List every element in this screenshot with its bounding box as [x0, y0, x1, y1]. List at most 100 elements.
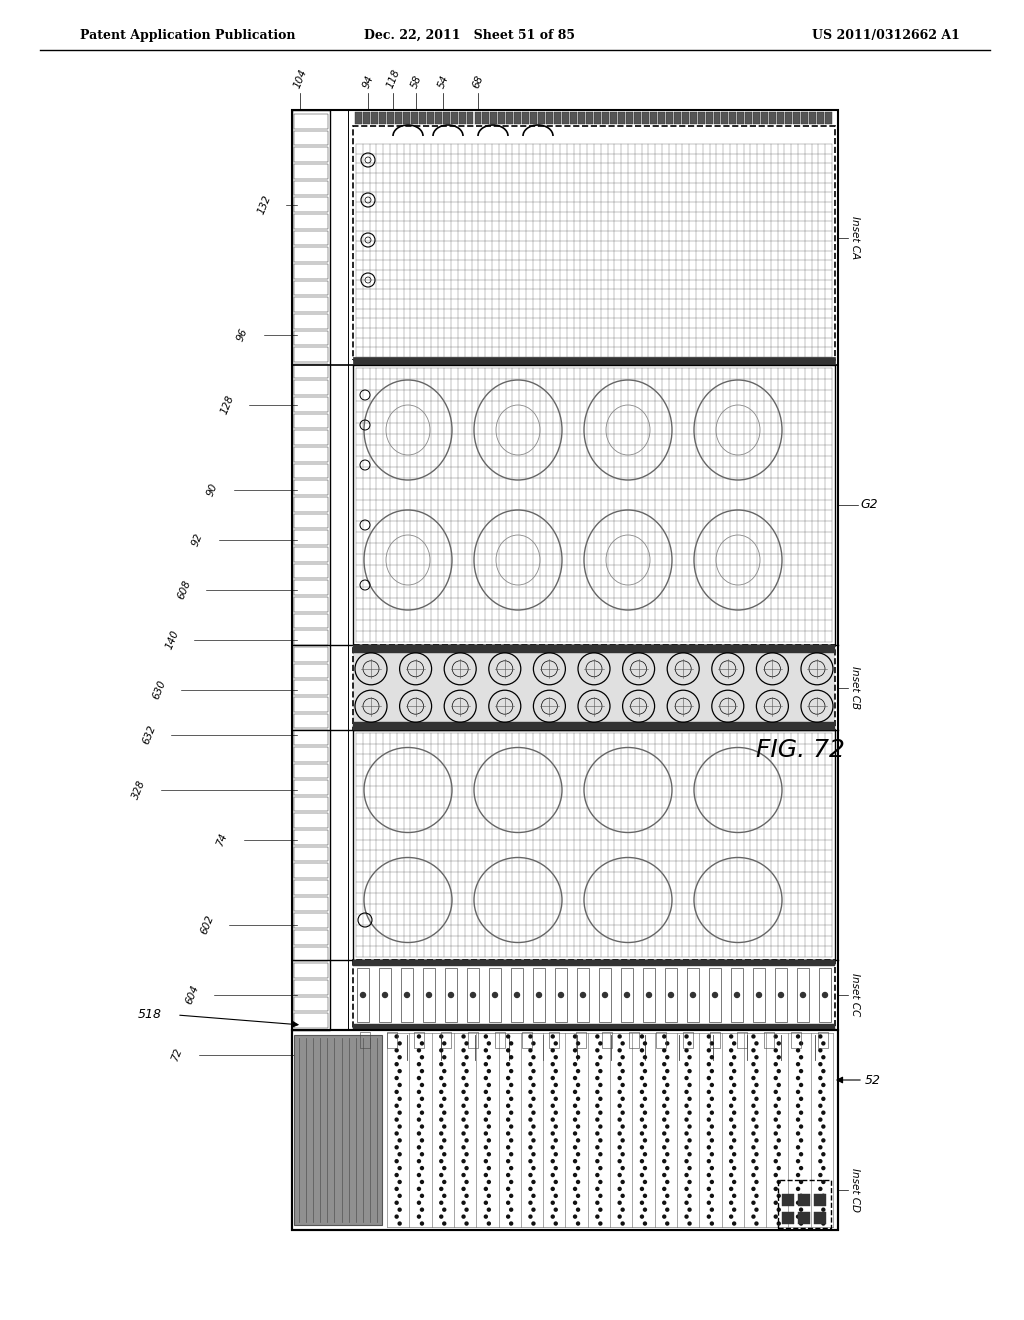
- Circle shape: [531, 1082, 536, 1088]
- Bar: [294, 946, 328, 961]
- Circle shape: [621, 1125, 625, 1129]
- Circle shape: [506, 1048, 510, 1052]
- Circle shape: [464, 1069, 469, 1073]
- Circle shape: [621, 1208, 625, 1212]
- Circle shape: [821, 1152, 825, 1156]
- Circle shape: [755, 1055, 759, 1060]
- Bar: [294, 714, 328, 729]
- Circle shape: [643, 1110, 647, 1115]
- Bar: [294, 498, 328, 512]
- Bar: [294, 231, 328, 246]
- Circle shape: [595, 1187, 599, 1191]
- Circle shape: [595, 1076, 599, 1080]
- Circle shape: [640, 1214, 644, 1218]
- Bar: [294, 880, 328, 895]
- Circle shape: [397, 1110, 401, 1115]
- Circle shape: [617, 1076, 622, 1080]
- Circle shape: [687, 1082, 692, 1088]
- Circle shape: [732, 1208, 736, 1212]
- Bar: [594, 112, 601, 124]
- Circle shape: [729, 1214, 733, 1218]
- Circle shape: [617, 1063, 622, 1067]
- Circle shape: [799, 1097, 803, 1101]
- Circle shape: [621, 1166, 625, 1171]
- Bar: [801, 112, 808, 124]
- Circle shape: [796, 1048, 800, 1052]
- Circle shape: [640, 1048, 644, 1052]
- Circle shape: [755, 1125, 759, 1129]
- Circle shape: [464, 1193, 469, 1199]
- Circle shape: [537, 993, 542, 998]
- Text: 328: 328: [131, 779, 147, 801]
- Circle shape: [417, 1146, 421, 1150]
- Circle shape: [713, 993, 718, 998]
- Circle shape: [531, 1110, 536, 1115]
- Bar: [294, 664, 328, 678]
- Circle shape: [773, 1187, 778, 1191]
- Circle shape: [551, 1214, 555, 1218]
- Circle shape: [554, 1208, 558, 1212]
- Circle shape: [509, 1208, 513, 1212]
- Bar: [294, 931, 328, 945]
- Circle shape: [462, 1076, 466, 1080]
- Bar: [555, 968, 567, 1022]
- Text: 608: 608: [176, 579, 193, 601]
- Circle shape: [397, 1193, 401, 1199]
- Circle shape: [752, 1063, 756, 1067]
- Circle shape: [818, 1146, 822, 1150]
- Bar: [294, 330, 328, 345]
- Bar: [402, 112, 410, 124]
- Text: 632: 632: [140, 723, 158, 746]
- Circle shape: [617, 1090, 622, 1094]
- Circle shape: [531, 1138, 536, 1143]
- Circle shape: [621, 1152, 625, 1156]
- Circle shape: [595, 1063, 599, 1067]
- Bar: [546, 112, 553, 124]
- Bar: [814, 1195, 826, 1206]
- Circle shape: [752, 1146, 756, 1150]
- Circle shape: [528, 1076, 532, 1080]
- Circle shape: [575, 1166, 581, 1171]
- Circle shape: [575, 1082, 581, 1088]
- Circle shape: [439, 1159, 443, 1163]
- Circle shape: [442, 1041, 446, 1045]
- Circle shape: [773, 1048, 778, 1052]
- Circle shape: [464, 1055, 469, 1060]
- Circle shape: [687, 1193, 692, 1199]
- Circle shape: [506, 1214, 510, 1218]
- Bar: [522, 112, 529, 124]
- Circle shape: [729, 1076, 733, 1080]
- Circle shape: [818, 1063, 822, 1067]
- Circle shape: [417, 1090, 421, 1094]
- Circle shape: [486, 1055, 492, 1060]
- Circle shape: [684, 1146, 689, 1150]
- Circle shape: [572, 1173, 578, 1177]
- Circle shape: [575, 1208, 581, 1212]
- Circle shape: [799, 1180, 803, 1184]
- Circle shape: [640, 1076, 644, 1080]
- Circle shape: [528, 1048, 532, 1052]
- Text: 128: 128: [219, 393, 236, 416]
- Circle shape: [710, 1082, 714, 1088]
- Circle shape: [684, 1063, 689, 1067]
- Circle shape: [464, 1082, 469, 1088]
- Bar: [511, 968, 523, 1022]
- Circle shape: [531, 1208, 536, 1212]
- Bar: [602, 112, 609, 124]
- Bar: [665, 968, 677, 1022]
- Circle shape: [640, 1146, 644, 1150]
- Circle shape: [483, 1214, 488, 1218]
- Circle shape: [799, 1069, 803, 1073]
- Bar: [294, 913, 328, 928]
- Circle shape: [506, 1201, 510, 1205]
- Circle shape: [773, 1201, 778, 1205]
- Circle shape: [531, 1180, 536, 1184]
- Circle shape: [752, 1104, 756, 1107]
- Circle shape: [665, 1110, 670, 1115]
- Circle shape: [621, 1221, 625, 1226]
- Circle shape: [595, 1173, 599, 1177]
- Circle shape: [821, 1097, 825, 1101]
- Circle shape: [818, 1035, 822, 1039]
- Bar: [714, 112, 721, 124]
- Circle shape: [483, 1146, 488, 1150]
